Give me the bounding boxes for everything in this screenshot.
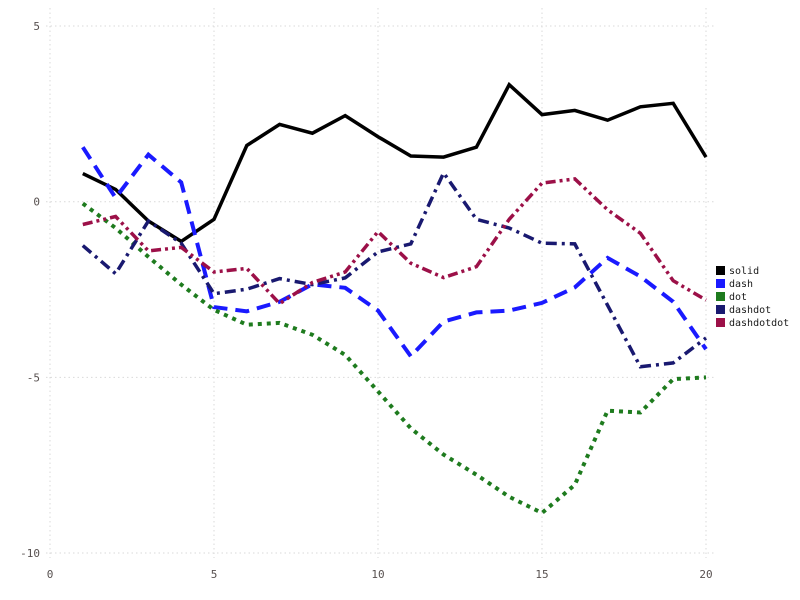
y-axis-tick-label: -10 [20, 547, 40, 560]
legend-label-dot: dot [729, 292, 747, 303]
series-line-dot [81, 201, 707, 516]
y-axis-tick-label: -5 [27, 371, 40, 384]
legend-swatch-dot [716, 292, 725, 301]
x-axis-tick-label: 10 [371, 568, 384, 581]
x-axis-tick-label: 15 [535, 568, 548, 581]
x-axis-tick-label: 5 [211, 568, 218, 581]
series-line-solid [82, 81, 708, 244]
series-line-dashdot [81, 169, 708, 369]
legend-label-solid: solid [729, 266, 759, 277]
legend-label-dashdotdot: dashdotdot [729, 318, 789, 329]
y-axis-tick-label: 0 [33, 196, 40, 209]
series-line-dash [81, 146, 708, 360]
series-line-dashdotdot [82, 177, 707, 306]
x-axis-tick-label: 0 [47, 568, 54, 581]
legend-label-dash: dash [729, 279, 753, 290]
legend-swatch-dashdotdot [716, 318, 725, 327]
legend-swatch-dashdot [716, 305, 725, 314]
x-axis-tick-label: 20 [699, 568, 712, 581]
y-axis-tick-label: 5 [33, 20, 40, 33]
legend-label-dashdot: dashdot [729, 305, 771, 316]
legend-swatch-solid [716, 266, 725, 275]
legend-swatch-dash [716, 279, 725, 288]
